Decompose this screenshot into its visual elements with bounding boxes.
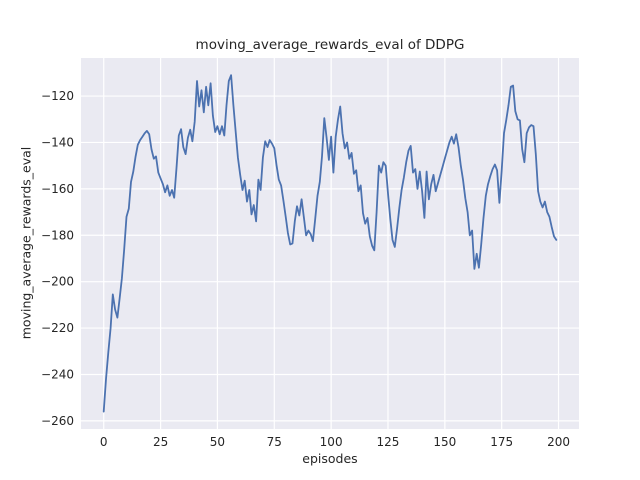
y-tick-label: −120 [41, 89, 74, 103]
y-tick-label: −160 [41, 182, 74, 196]
plot-area [81, 58, 579, 429]
y-axis-label: moving_average_rewards_eval [18, 146, 34, 340]
y-tick-label: −220 [41, 321, 74, 335]
y-tick-label: −260 [41, 414, 74, 428]
data-line [102, 74, 558, 413]
y-tick-label: −240 [41, 367, 74, 381]
y-tick-label: −200 [41, 275, 74, 289]
x-axis-label: episodes [302, 451, 358, 466]
x-tick-label: 200 [547, 435, 570, 449]
x-tick-label: 150 [433, 435, 456, 449]
y-tick-label: −180 [41, 228, 74, 242]
chart-title: moving_average_rewards_eval of DDPG [195, 37, 465, 53]
x-tick-label: 175 [490, 435, 513, 449]
x-tick-label: 75 [267, 435, 282, 449]
y-tick-label: −140 [41, 135, 74, 149]
x-tick-label: 0 [100, 435, 108, 449]
x-tick-label: 25 [153, 435, 168, 449]
x-tick-label: 100 [320, 435, 343, 449]
x-tick-label: 50 [210, 435, 225, 449]
x-tick-label: 125 [377, 435, 400, 449]
